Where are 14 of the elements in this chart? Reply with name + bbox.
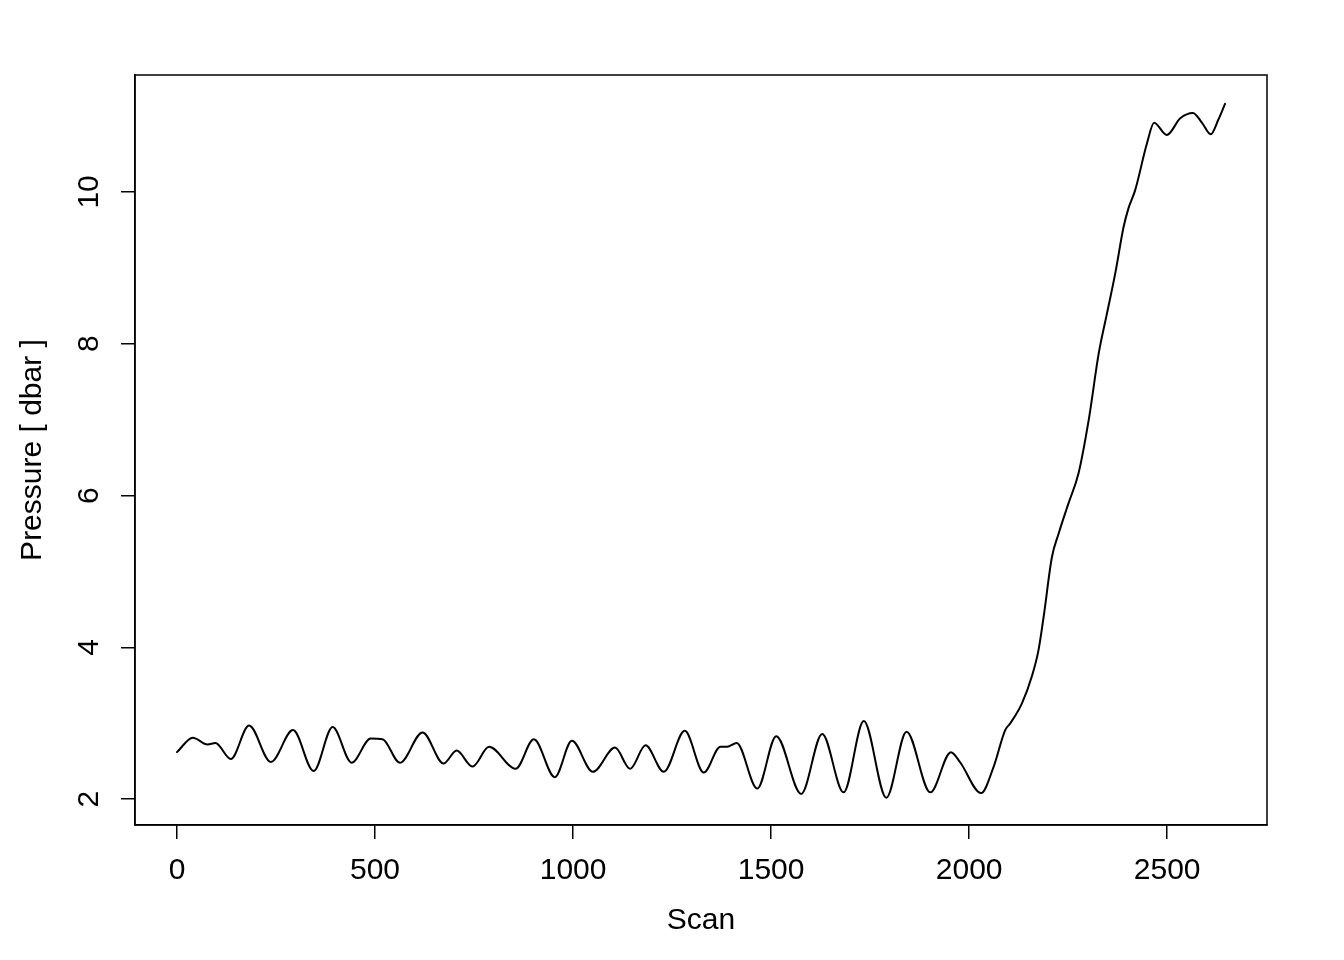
y-tick-label: 2 (71, 790, 105, 808)
y-axis-title: Pressure [ dbar ] (14, 339, 48, 561)
y-tick-label: 6 (71, 487, 105, 504)
x-tick-label: 1500 (737, 852, 805, 886)
x-axis-title: Scan (666, 902, 736, 936)
line-series (175, 102, 1227, 799)
x-tick-label: 2500 (1133, 852, 1201, 886)
y-tick-label: 4 (71, 639, 105, 656)
x-tick-label: 2000 (935, 852, 1003, 886)
x-tick-label: 0 (168, 852, 186, 886)
x-tick-label: 500 (349, 852, 401, 886)
y-tick-label: 8 (71, 335, 105, 353)
x-tick-label: 1000 (539, 852, 607, 886)
y-tick-label: 10 (71, 175, 105, 209)
